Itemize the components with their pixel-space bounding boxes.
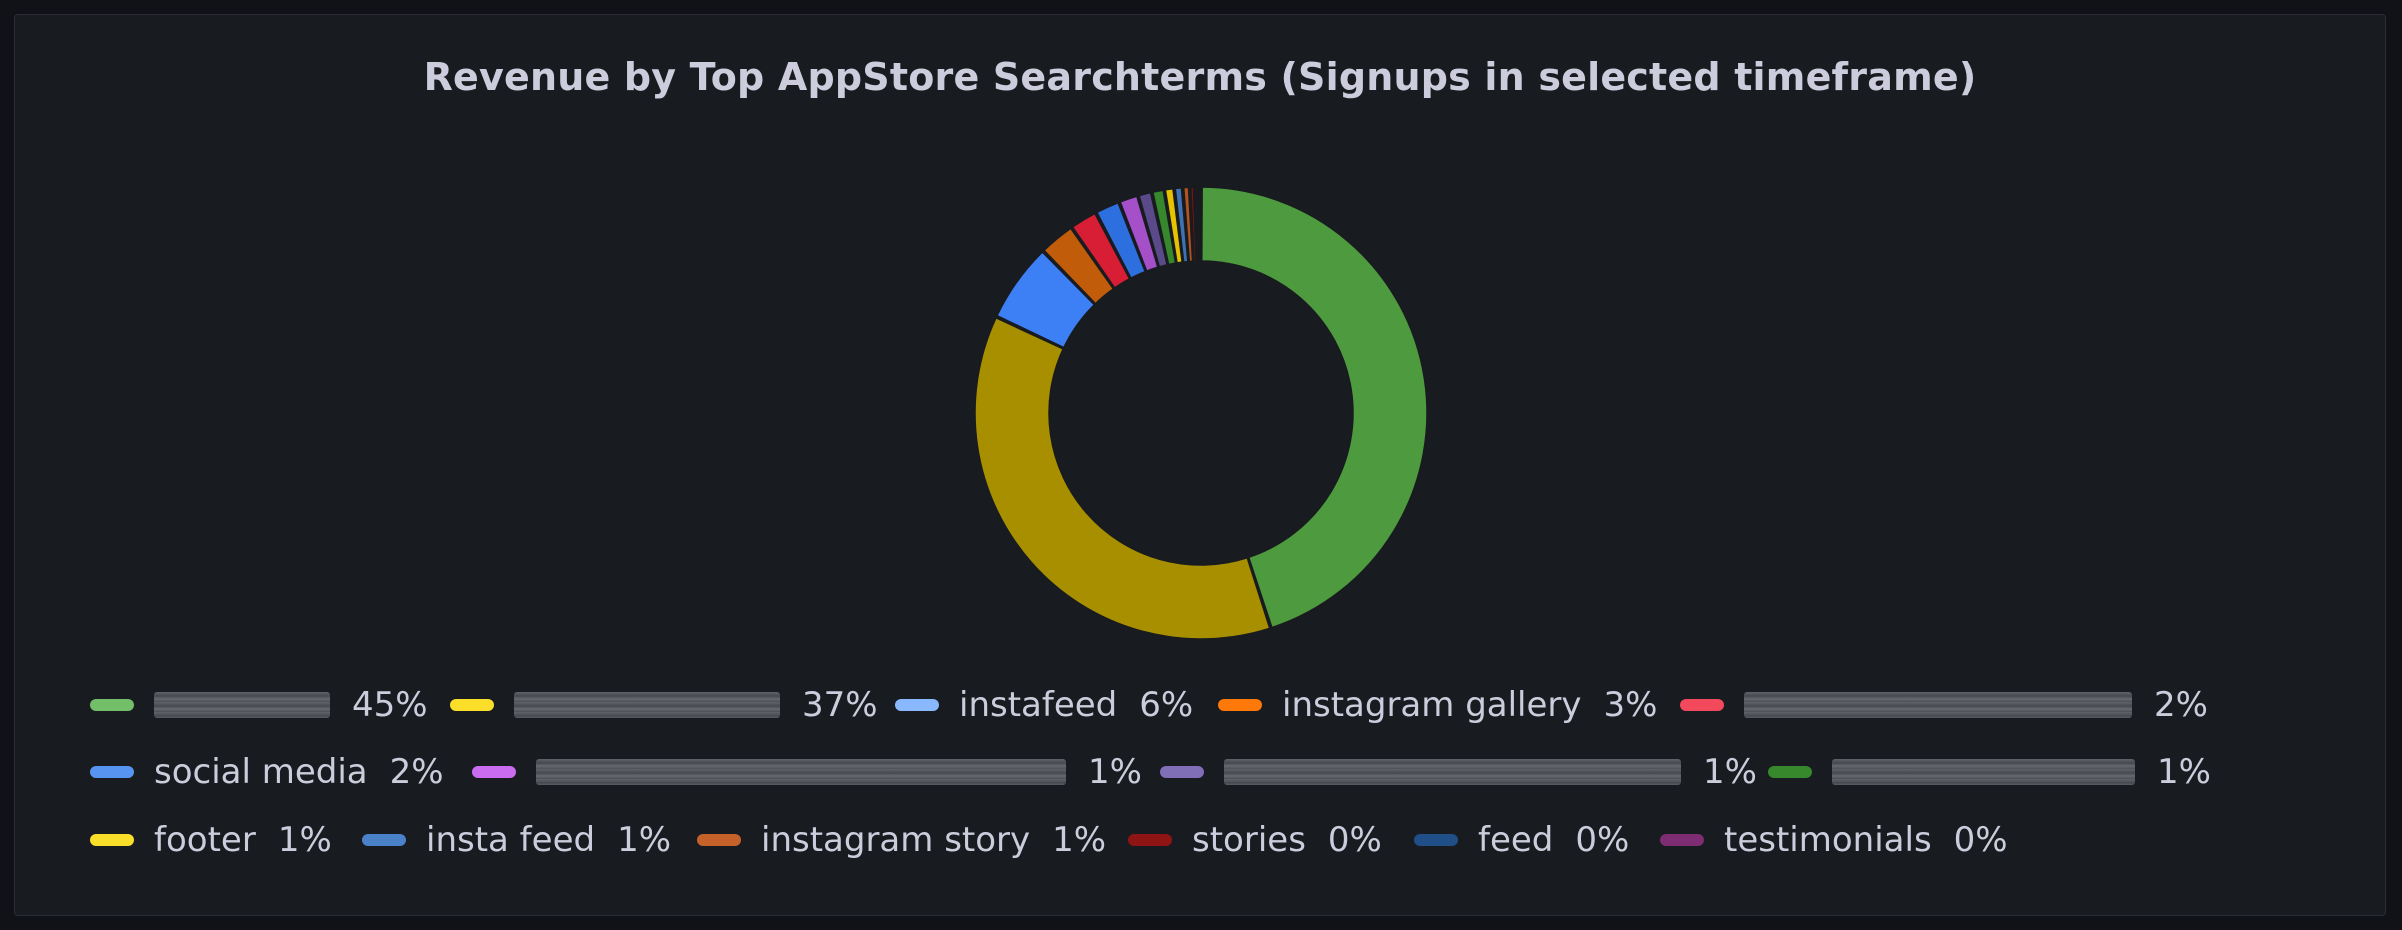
legend-item[interactable]: instafeed 6% <box>895 683 1193 727</box>
chart-panel: Revenue by Top AppStore Searchterms (Sig… <box>14 14 2386 916</box>
legend-swatch <box>895 699 939 711</box>
legend-label: insta feed <box>426 820 596 860</box>
legend-swatch <box>90 699 134 711</box>
legend-label: testimonials <box>1724 820 1932 860</box>
donut-slice-insta-feed[interactable] <box>1174 187 1189 263</box>
legend-swatch <box>472 766 516 778</box>
legend-swatch <box>1768 766 1812 778</box>
legend-item[interactable]: 1% <box>1768 750 2211 794</box>
legend-label-redacted <box>1224 759 1681 785</box>
legend-item[interactable]: 1% <box>472 750 1142 794</box>
legend-item[interactable]: instagram gallery 3% <box>1218 683 1657 727</box>
legend-label: footer <box>154 820 256 860</box>
donut-slice-testimonials[interactable] <box>1198 186 1201 262</box>
donut-slice-instafeed[interactable] <box>996 250 1096 349</box>
donut-slice-instagram-gallery[interactable] <box>1042 227 1115 305</box>
legend-swatch <box>1660 834 1704 846</box>
legend-label: instagram gallery <box>1282 685 1582 725</box>
legend-swatch <box>90 766 134 778</box>
donut-slice-redacted-4[interactable] <box>1071 212 1131 289</box>
legend-item[interactable]: 2% <box>1680 683 2208 727</box>
donut-slice-redacted-7[interactable] <box>1138 191 1168 268</box>
donut-slice-redacted-1[interactable] <box>974 316 1271 640</box>
legend-item[interactable]: insta feed 1% <box>362 818 671 862</box>
legend-swatch <box>1414 834 1458 846</box>
legend-swatch <box>697 834 741 846</box>
legend-label: feed <box>1478 820 1554 860</box>
donut-slice-feed[interactable] <box>1195 186 1200 262</box>
legend-percent: 37% <box>802 685 878 725</box>
donut-slice-redacted-6[interactable] <box>1119 195 1159 273</box>
legend-label-redacted <box>154 692 330 718</box>
legend-percent: 1% <box>1703 752 1757 792</box>
legend-label: instafeed <box>959 685 1118 725</box>
legend-item[interactable]: testimonials 0% <box>1660 818 2008 862</box>
legend-label-redacted <box>1744 692 2132 718</box>
legend-percent: 1% <box>277 820 332 860</box>
donut-slice-stories[interactable] <box>1190 186 1197 262</box>
chart-title: Revenue by Top AppStore Searchterms (Sig… <box>423 55 1977 99</box>
donut-slice-social-media[interactable] <box>1095 201 1147 280</box>
legend-item[interactable]: feed 0% <box>1414 818 1629 862</box>
legend-swatch <box>1680 699 1724 711</box>
legend-percent: 45% <box>352 685 428 725</box>
donut-slice-instagram-story[interactable] <box>1182 186 1194 263</box>
donut-slice-redacted-8[interactable] <box>1151 189 1177 266</box>
legend-item[interactable]: 1% <box>1160 750 1757 794</box>
legend-swatch <box>362 834 406 846</box>
legend-swatch <box>1218 699 1262 711</box>
legend-percent: 1% <box>1052 820 1107 860</box>
legend-item[interactable]: footer 1% <box>90 818 332 862</box>
legend-label-redacted <box>536 759 1066 785</box>
legend-percent: 1% <box>1088 752 1142 792</box>
legend-swatch <box>1160 766 1204 778</box>
legend-item[interactable]: social media 2% <box>90 750 444 794</box>
legend-percent: 1% <box>2157 752 2211 792</box>
legend-label-redacted <box>1832 759 2135 785</box>
legend-percent: 1% <box>617 820 672 860</box>
legend-percent: 0% <box>1575 820 1630 860</box>
donut-slice-footer[interactable] <box>1164 187 1183 264</box>
legend-percent: 2% <box>2154 685 2208 725</box>
legend-percent: 6% <box>1139 685 1194 725</box>
legend-label: instagram story <box>761 820 1031 860</box>
legend-swatch <box>1128 834 1172 846</box>
legend-item[interactable]: 45% <box>90 683 428 727</box>
legend-item[interactable]: instagram story 1% <box>697 818 1106 862</box>
legend-item[interactable]: stories 0% <box>1128 818 1382 862</box>
legend-swatch <box>450 699 494 711</box>
legend-percent: 2% <box>389 752 444 792</box>
legend-percent: 0% <box>1327 820 1382 860</box>
legend-swatch <box>90 834 134 846</box>
legend-percent: 3% <box>1603 685 1658 725</box>
legend-label: social media <box>154 752 368 792</box>
legend-label-redacted <box>514 692 780 718</box>
donut-slice-redacted-0[interactable] <box>1201 186 1428 629</box>
legend-label: stories <box>1192 820 1306 860</box>
legend-item[interactable]: 37% <box>450 683 878 727</box>
legend-percent: 0% <box>1953 820 2008 860</box>
